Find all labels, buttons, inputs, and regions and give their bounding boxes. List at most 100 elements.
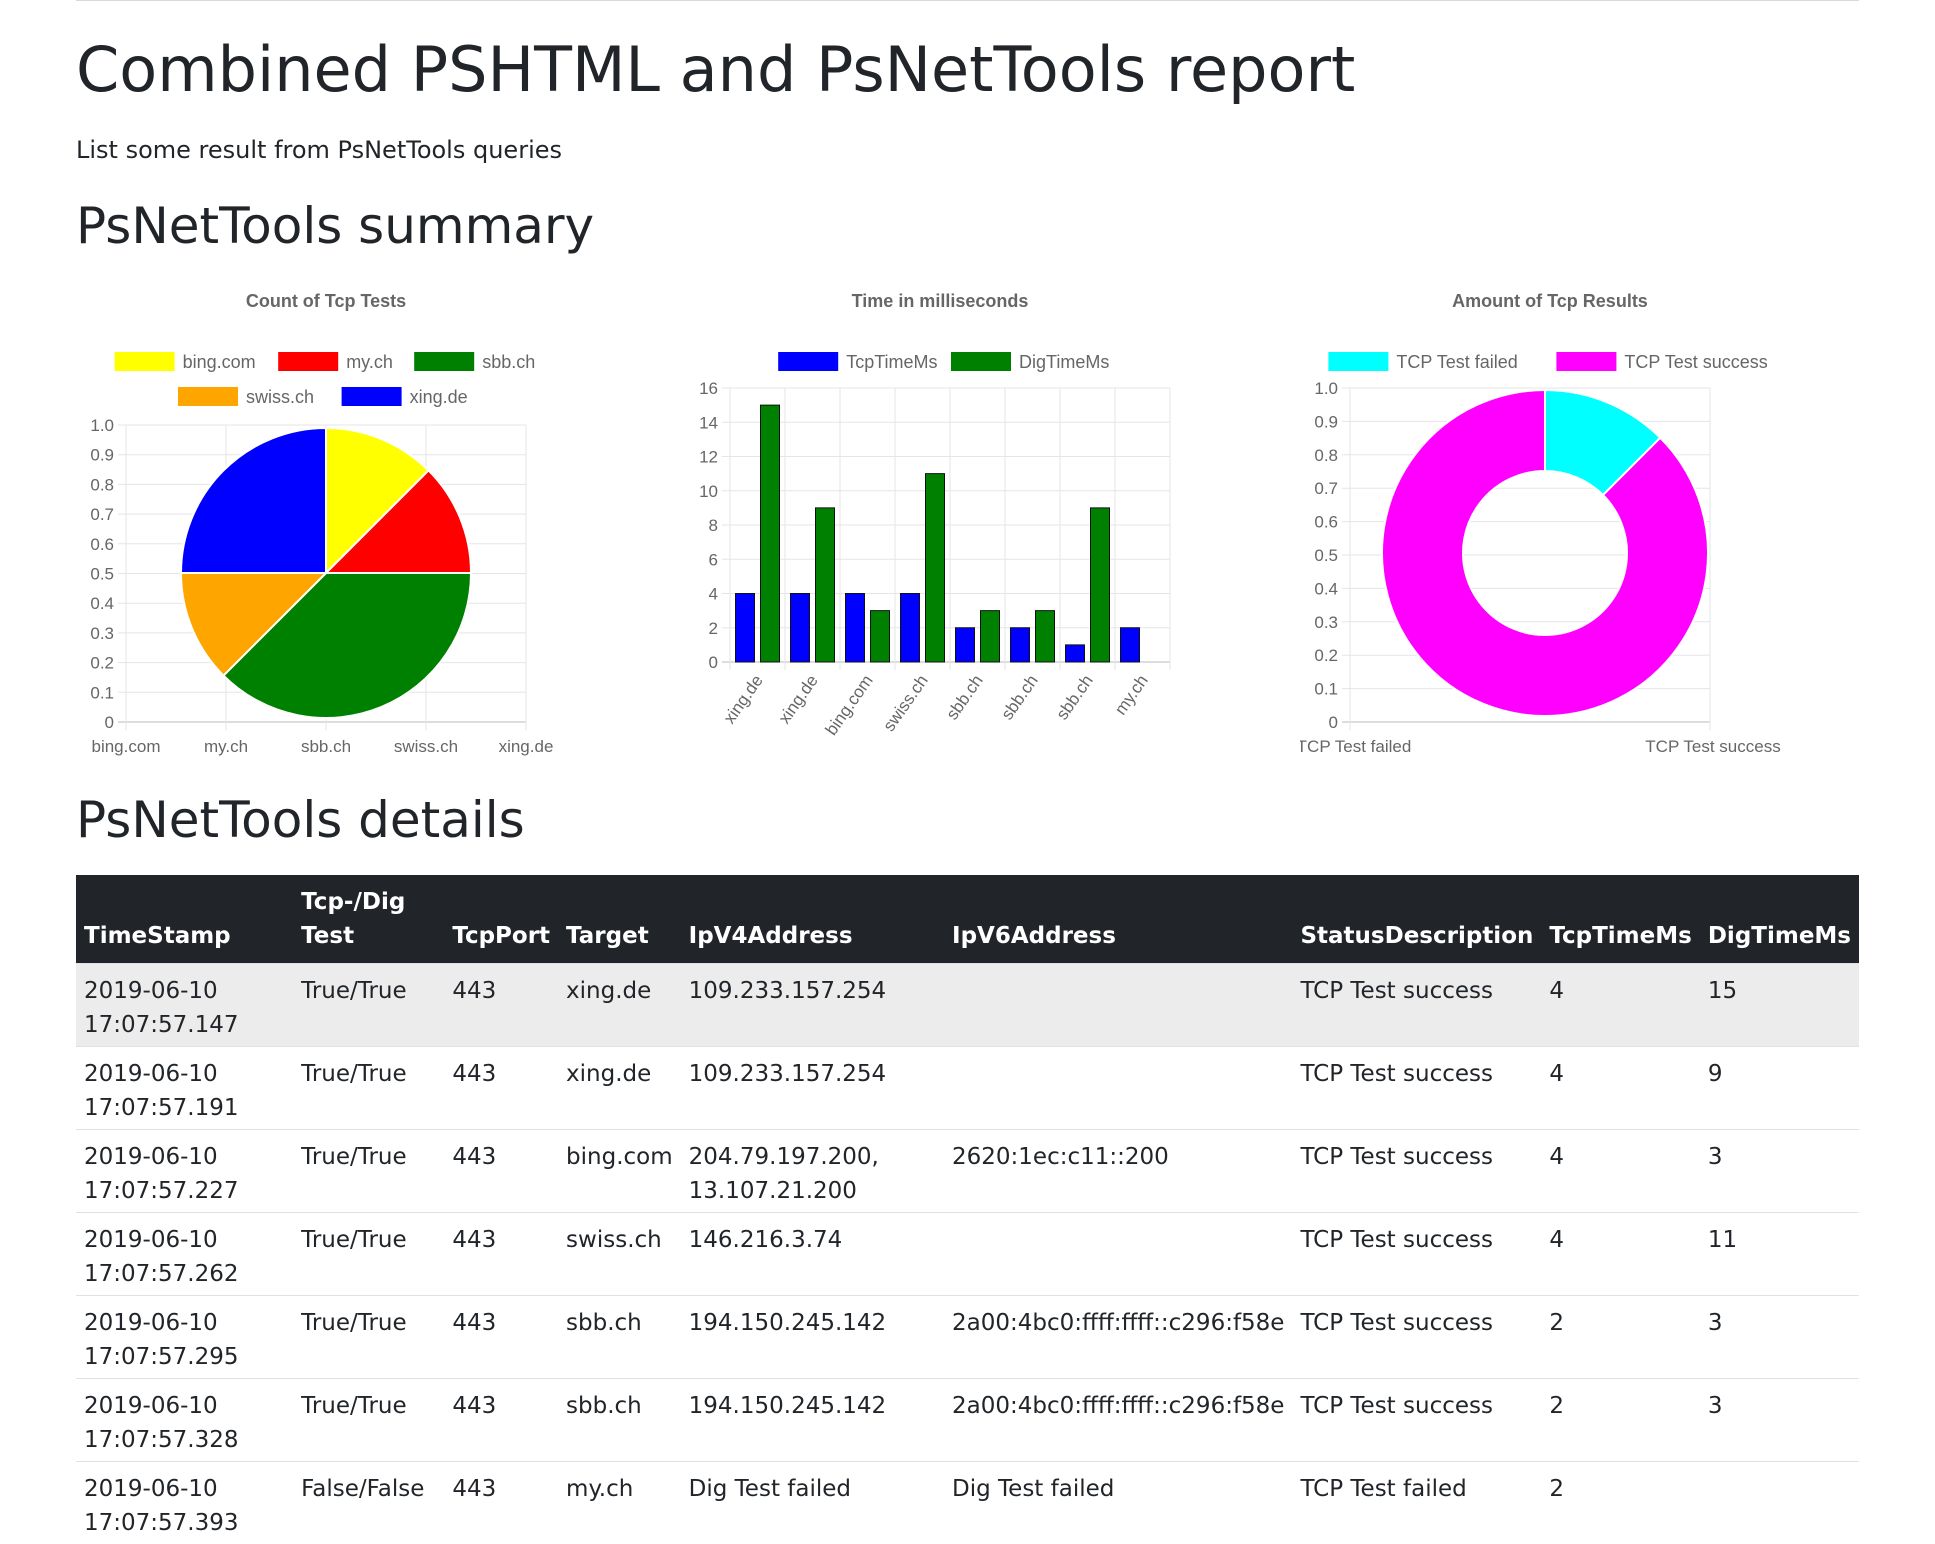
y-tick-label: 0.6 (1314, 513, 1338, 532)
cell-dig: True/True (293, 1047, 444, 1130)
cell-timestamp: 2019-06-10 17:07:57.393 (76, 1462, 293, 1544)
legend-label-swiss-ch: swiss.ch (246, 387, 314, 407)
cell-port: 443 (444, 964, 558, 1047)
ipv4-line2: 13.107.21.200 (689, 1178, 857, 1204)
bar-digtimems-swiss-ch (926, 474, 945, 662)
x-tick-label: my.ch (1111, 671, 1152, 718)
y-tick-label: 0.3 (1314, 613, 1338, 632)
cell-ipv6 (944, 964, 1292, 1047)
bar-tcptimems-swiss-ch (901, 594, 920, 663)
ts-time: 17:07:57.147 (84, 1012, 239, 1038)
bar-digtimems-sbb-ch (1091, 508, 1110, 662)
ts-date: 2019-06-10 (84, 1061, 218, 1087)
doughnut-slice-tcp-test-success (1382, 390, 1708, 716)
ipv4-line1: 146.216.3.74 (689, 1227, 843, 1253)
col-tcptimems: TcpTimeMs (1541, 875, 1699, 964)
y-tick-label: 0.9 (1314, 412, 1338, 431)
legend-swatch-tcptimems (778, 352, 838, 371)
bar-tcptimems-my-ch (1121, 628, 1140, 662)
col-tcpport: TcpPort (444, 875, 558, 964)
ts-date: 2019-06-10 (84, 1393, 218, 1419)
chart-title: Count of Tcp Tests (246, 291, 406, 311)
y-tick-label: 0.5 (90, 565, 114, 584)
col-tcp-dig-line2: Test (301, 923, 354, 949)
cell-target: xing.de (558, 1047, 681, 1130)
ts-time: 17:07:57.262 (84, 1261, 239, 1287)
cell-target: sbb.ch (558, 1296, 681, 1379)
legend-swatch-sbb-ch (414, 352, 474, 371)
cell-digtime: 11 (1700, 1213, 1859, 1296)
col-timestamp: TimeStamp (76, 875, 293, 964)
y-tick-label: 0.8 (1314, 446, 1338, 465)
cell-ipv6: 2a00:4bc0:ffff:ffff::c296:f58e (944, 1379, 1292, 1462)
cell-status: TCP Test success (1292, 1047, 1541, 1130)
bar-tcptimems-sbb-ch (1011, 628, 1030, 662)
ipv4-line1: Dig Test failed (689, 1476, 851, 1502)
y-tick-label: 0 (105, 713, 114, 732)
cell-port: 443 (444, 1047, 558, 1130)
legend-label-tcp-test-success: TCP Test success (1624, 352, 1767, 372)
legend-label-tcp-test-failed: TCP Test failed (1396, 352, 1517, 372)
y-tick-label: 0.2 (1314, 646, 1338, 665)
cell-digtime: 15 (1700, 964, 1859, 1047)
x-tick-label: bing.com (92, 737, 161, 756)
y-tick-label: 0 (709, 653, 718, 672)
bar-digtimems-bing-com (871, 611, 890, 662)
ts-time: 17:07:57.393 (84, 1510, 239, 1536)
ts-time: 17:07:57.328 (84, 1427, 239, 1453)
cell-status: TCP Test failed (1292, 1462, 1541, 1544)
cell-digtime: 9 (1700, 1047, 1859, 1130)
legend-label-digtimems: DigTimeMs (1019, 352, 1109, 372)
cell-digtime: 3 (1700, 1296, 1859, 1379)
summary-heading: PsNetTools summary (76, 193, 594, 259)
legend-swatch-tcp-test-success (1556, 352, 1616, 371)
cell-dig: True/True (293, 1213, 444, 1296)
cell-ipv4: 146.216.3.74 (681, 1213, 944, 1296)
cell-tcptime: 4 (1541, 1213, 1699, 1296)
bar-tcptimems-sbb-ch (956, 628, 975, 662)
ipv4-line1: 204.79.197.200, (689, 1144, 879, 1170)
cell-port: 443 (444, 1462, 558, 1544)
cell-dig: True/True (293, 1130, 444, 1213)
y-tick-label: 10 (699, 482, 718, 501)
bar-digtimems-sbb-ch (981, 611, 1000, 662)
cell-ipv6: 2620:1ec:c11::200 (944, 1130, 1292, 1213)
x-tick-label: xing.de (775, 671, 822, 727)
x-tick-label: sbb.ch (1052, 671, 1096, 723)
cell-ipv6: Dig Test failed (944, 1462, 1292, 1544)
y-tick-label: 0.1 (90, 683, 114, 702)
ipv4-line1: 194.150.245.142 (689, 1310, 887, 1336)
doughnut-chart-canvas[interactable]: Amount of Tcp Results TCP Test failed TCP … (1300, 282, 1800, 772)
cell-status: TCP Test success (1292, 964, 1541, 1047)
cell-dig: True/True (293, 964, 444, 1047)
y-tick-label: 1.0 (1314, 379, 1338, 398)
cell-digtime (1700, 1462, 1859, 1544)
cell-dig: False/False (293, 1462, 444, 1544)
bar-digtimems-xing-de (761, 405, 780, 662)
cell-tcptime: 2 (1541, 1379, 1699, 1462)
legend-swatch-tcp-test-failed (1328, 352, 1388, 371)
cell-ipv4: 194.150.245.142 (681, 1379, 944, 1462)
cell-tcptime: 4 (1541, 964, 1699, 1047)
ts-date: 2019-06-10 (84, 1144, 218, 1170)
details-heading: PsNetTools details (76, 787, 525, 853)
ts-time: 17:07:57.295 (84, 1344, 239, 1370)
cell-ipv6 (944, 1047, 1292, 1130)
chart-title: Amount of Tcp Results (1452, 291, 1648, 311)
legend-label-my-ch: my.ch (346, 352, 393, 372)
ts-date: 2019-06-10 (84, 1476, 218, 1502)
y-tick-label: 0.7 (90, 505, 114, 524)
cell-tcptime: 2 (1541, 1296, 1699, 1379)
x-tick-label: xing.de (499, 737, 554, 756)
